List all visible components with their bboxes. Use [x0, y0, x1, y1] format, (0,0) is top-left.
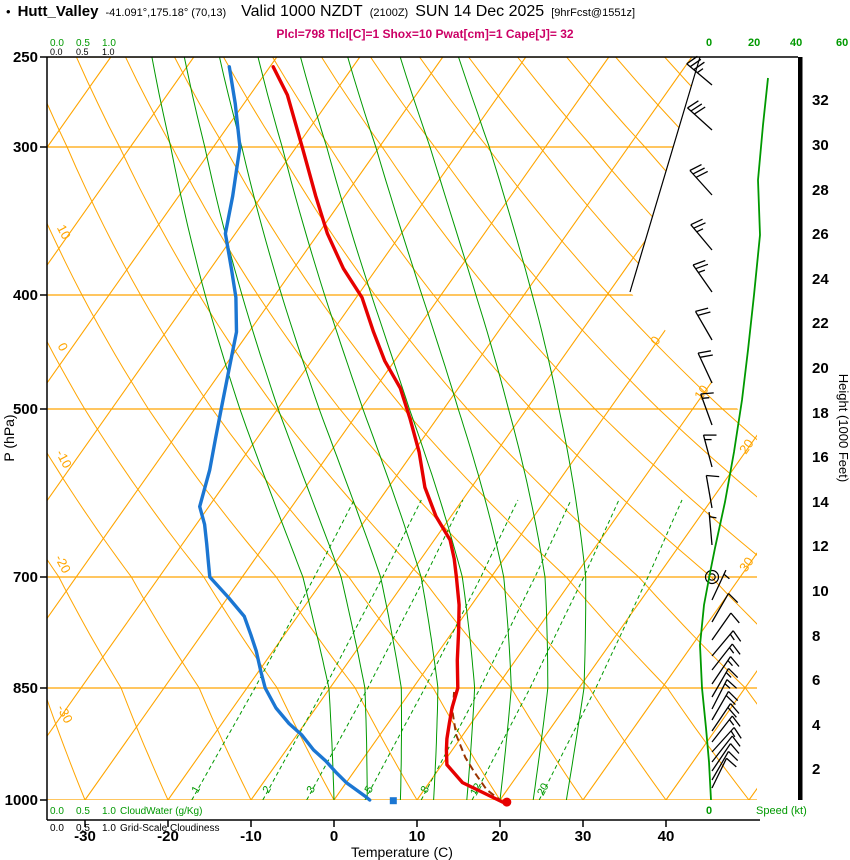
svg-text:1.0: 1.0 — [102, 823, 116, 834]
cloudwater-label: CloudWater (g/Kg) — [120, 806, 202, 817]
svg-text:5: 5 — [363, 784, 376, 795]
svg-text:8: 8 — [419, 784, 432, 795]
title-bar: • Hutt_Valley -41.091°,175.18° (70,13) V… — [6, 3, 635, 21]
stability-indices-line: Plcl=798 Tlcl[C]=1 Shox=10 Pwat[cm]=1 Ca… — [276, 27, 574, 41]
svg-text:20: 20 — [492, 828, 509, 845]
svg-text:0: 0 — [706, 805, 712, 817]
svg-text:0: 0 — [706, 37, 712, 49]
valid-time: Valid 1000 NZDT — [241, 3, 363, 20]
svg-text:24: 24 — [812, 271, 829, 288]
svg-text:0.5: 0.5 — [76, 806, 90, 817]
svg-text:3: 3 — [305, 784, 318, 795]
parcel-ascent-path — [451, 691, 504, 803]
svg-text:32: 32 — [812, 92, 829, 109]
svg-text:26: 26 — [812, 226, 829, 243]
svg-text:1: 1 — [190, 784, 203, 795]
svg-text:18: 18 — [812, 405, 829, 422]
secondary-scales: 0.0 0.5 1.0 0.0 0.5 1.0 0.0 0.5 1.0 CloudWater (g… — [50, 37, 848, 834]
station-name: Hutt_Valley — [17, 3, 99, 20]
svg-text:0.0: 0.0 — [50, 38, 64, 49]
svg-text:20: 20 — [535, 781, 551, 797]
surface-dewpoint-dot — [389, 797, 397, 805]
svg-text:0: 0 — [330, 828, 338, 845]
svg-text:0.0: 0.0 — [50, 806, 64, 817]
svg-text:0.5: 0.5 — [76, 38, 90, 49]
station-coords: -41.091°,175.18° (70,13) — [105, 7, 227, 19]
svg-text:-30: -30 — [74, 828, 96, 845]
svg-text:4: 4 — [812, 717, 821, 734]
dry-adiabat-gridlines — [47, 57, 757, 800]
dewpoint-profile — [198, 65, 372, 802]
svg-text:10: 10 — [691, 382, 712, 402]
height-axis-title: Height (1000 Feet) — [836, 374, 850, 482]
svg-text:20: 20 — [812, 360, 829, 377]
svg-text:0.5: 0.5 — [76, 823, 90, 834]
svg-text:60: 60 — [836, 37, 848, 49]
svg-text:-10: -10 — [240, 828, 262, 845]
svg-text:20: 20 — [748, 37, 760, 49]
svg-text:2: 2 — [812, 761, 820, 778]
svg-text:40: 40 — [658, 828, 675, 845]
svg-text:6: 6 — [812, 672, 820, 689]
svg-text:30: 30 — [736, 554, 757, 574]
svg-text:0.0: 0.0 — [50, 47, 63, 57]
svg-text:22: 22 — [812, 315, 829, 332]
svg-text:0.0: 0.0 — [50, 823, 64, 834]
svg-text:-20: -20 — [157, 828, 179, 845]
pressure-axis-title: P (hPa) — [1, 414, 17, 461]
valid-date: SUN 14 Dec 2025 — [415, 3, 545, 20]
mixing-ratio-lines — [191, 499, 683, 800]
svg-text:10: 10 — [54, 222, 74, 242]
svg-text:28: 28 — [812, 182, 829, 199]
svg-text:12: 12 — [812, 538, 829, 555]
svg-text:40: 40 — [790, 37, 802, 49]
svg-text:1.0: 1.0 — [102, 47, 115, 57]
svg-text:1000: 1000 — [5, 792, 38, 809]
moist-adiabat-lines — [151, 57, 587, 800]
svg-text:700: 700 — [13, 569, 38, 586]
temperature-axis-title: Temperature (C) — [351, 844, 453, 860]
pressure-gridlines — [47, 57, 757, 800]
cloudiness-label: Grid-Scale Cloudiness — [120, 823, 220, 834]
svg-text:250: 250 — [13, 49, 38, 66]
sounding-profiles — [198, 65, 512, 807]
svg-text:0.5: 0.5 — [76, 47, 89, 57]
svg-text:1.0: 1.0 — [102, 806, 116, 817]
speed-axis-label: Speed (kt) — [756, 805, 807, 817]
svg-text:10: 10 — [812, 583, 829, 600]
svg-text:500: 500 — [13, 401, 38, 418]
temperature-profile — [271, 65, 505, 804]
svg-text:30: 30 — [575, 828, 592, 845]
svg-text:14: 14 — [812, 494, 829, 511]
svg-text:8: 8 — [812, 628, 820, 645]
valid-utc: (2100Z) — [369, 7, 409, 19]
svg-text:10: 10 — [409, 828, 426, 845]
wind-barb-column — [686, 55, 742, 789]
surface-temperature-dot — [502, 797, 512, 807]
svg-text:300: 300 — [13, 139, 38, 156]
svg-text:2: 2 — [261, 784, 274, 795]
svg-text:400: 400 — [13, 287, 38, 304]
svg-text:20: 20 — [736, 436, 757, 456]
wind-speed-profile — [699, 77, 769, 801]
svg-text:16: 16 — [812, 449, 829, 466]
plot-boundary-diagonal — [629, 56, 701, 293]
station-bullet: • — [6, 4, 11, 19]
forecast-lead: [9hrFcst@1551z] — [551, 7, 636, 19]
svg-text:30: 30 — [812, 137, 829, 154]
svg-text:850: 850 — [13, 680, 38, 697]
skewt-grid — [47, 57, 757, 800]
svg-text:1.0: 1.0 — [102, 38, 116, 49]
